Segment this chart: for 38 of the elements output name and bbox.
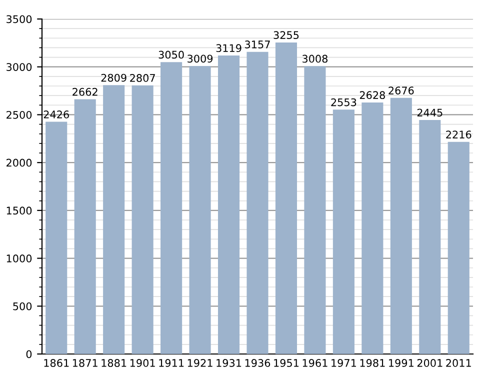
data-label: 3008 [302, 54, 328, 63]
x-tick-label: 1931 [216, 359, 242, 367]
x-tick-label: 1861 [44, 359, 69, 367]
x-tick-label: 1981 [360, 359, 385, 367]
data-label: 3255 [274, 31, 299, 40]
x-tick-label: 1911 [159, 359, 184, 367]
data-label: 3009 [188, 54, 213, 63]
data-label: 2809 [101, 74, 126, 82]
y-tick-label: 3000 [6, 63, 32, 71]
data-label: 2553 [331, 98, 356, 106]
data-label: 3050 [158, 50, 184, 59]
data-label: 2676 [388, 86, 414, 94]
data-label: 2807 [130, 74, 155, 82]
data-label: 3119 [216, 44, 242, 52]
data-label: 3157 [245, 40, 270, 48]
x-tick-label: 1881 [102, 359, 126, 367]
data-label: 2628 [360, 91, 385, 100]
y-tick-label: 0 [26, 350, 32, 358]
data-label: 2662 [72, 88, 98, 96]
x-tick-label: 1901 [130, 359, 155, 367]
x-tick-label: 2001 [417, 359, 442, 367]
x-tick-label: 1991 [389, 359, 414, 367]
x-tick-label: 1936 [245, 359, 270, 367]
y-tick-label: 1500 [6, 206, 32, 215]
x-tick-label: 1971 [332, 359, 356, 367]
data-label: 2426 [44, 110, 69, 118]
y-tick-label: 2500 [6, 110, 32, 119]
data-label: 2445 [417, 108, 442, 117]
y-tick-label: 3500 [6, 15, 32, 24]
y-tick-label: 2000 [6, 158, 32, 167]
x-tick-label: 1951 [274, 359, 299, 367]
x-tick-label: 1961 [302, 359, 328, 367]
y-tick-label: 500 [13, 302, 32, 310]
y-tick-label: 1000 [6, 254, 32, 262]
data-label: 2216 [446, 130, 472, 138]
x-tick-label: 2011 [446, 359, 471, 367]
x-tick-label: 1921 [188, 359, 212, 367]
x-tick-label: 1871 [72, 359, 98, 367]
